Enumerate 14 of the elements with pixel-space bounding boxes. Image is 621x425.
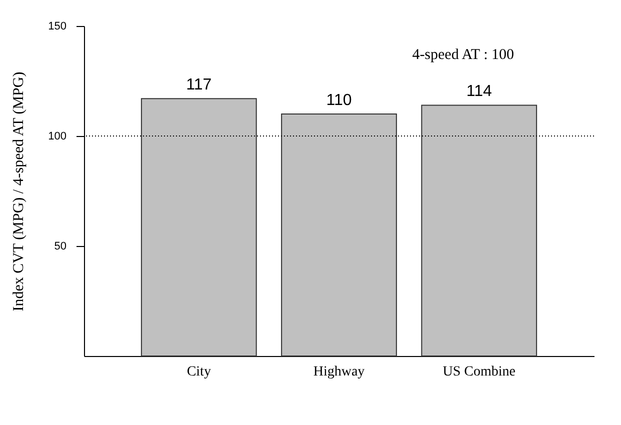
y-tick-label: 100 [48, 130, 66, 142]
data-label: 110 [326, 92, 352, 109]
bar [421, 104, 538, 356]
annotation: 4-speed AT : 100 [412, 47, 514, 63]
bar [140, 98, 257, 356]
y-axis-title: Index CVT (MPG) / 4-speed AT (MPG) [11, 72, 28, 312]
x-tick-label: US Combine [442, 364, 516, 380]
bar [281, 114, 397, 356]
data-label: 117 [186, 76, 212, 94]
y-tick-label: 150 [48, 20, 66, 32]
x-tick-label: Highway [313, 364, 365, 380]
y-tick-label: 50 [54, 240, 66, 252]
data-label: 114 [466, 83, 492, 100]
x-tick-label: City [186, 364, 211, 380]
